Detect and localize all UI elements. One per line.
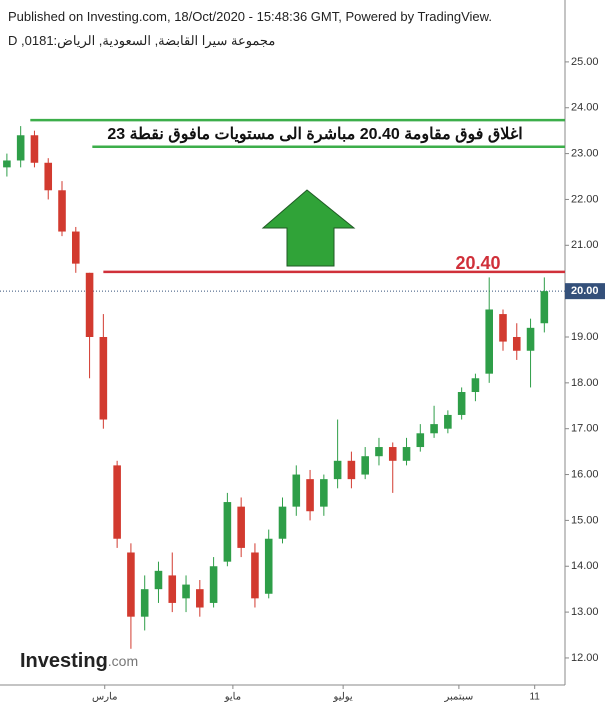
- candle-body: [320, 479, 328, 507]
- candle-body: [499, 314, 507, 342]
- y-tick-label: 23.00: [571, 148, 599, 160]
- candle-body: [416, 433, 425, 448]
- candle-body: [347, 460, 356, 480]
- candle-body: [251, 552, 259, 599]
- y-tick-label: 22.00: [571, 193, 599, 205]
- candle-body: [457, 392, 466, 415]
- candle-body: [58, 190, 66, 232]
- candle-body: [375, 447, 383, 457]
- candle-body: [444, 414, 452, 429]
- y-tick-label: 17.00: [571, 423, 599, 435]
- candle-body: [16, 135, 25, 161]
- y-tick-label: 12.00: [571, 652, 599, 664]
- last-price-label: 20.00: [571, 285, 599, 297]
- candle-body: [237, 506, 245, 548]
- candle-body: [388, 447, 397, 461]
- annotation: اغلاق فوق مقاومة 20.40 مباشرة الى مستويا…: [107, 126, 522, 144]
- logo: Investing.com: [20, 650, 138, 672]
- candle-body: [264, 538, 273, 594]
- candle-body: [306, 479, 314, 512]
- logo-suffix: .com: [108, 653, 138, 669]
- y-tick-label: 16.00: [571, 468, 599, 480]
- candle-body: [540, 291, 549, 324]
- candle-body: [485, 309, 493, 374]
- y-tick-label: 25.00: [571, 56, 599, 68]
- y-tick-label: 18.00: [571, 377, 599, 389]
- x-tick-label: يوليو: [333, 692, 353, 703]
- y-tick-label: 24.00: [571, 102, 599, 114]
- candle-body: [361, 456, 369, 475]
- up-arrow: [261, 189, 356, 267]
- candle-body: [402, 447, 411, 461]
- candle-body: [30, 135, 39, 163]
- candle-body: [512, 336, 521, 351]
- y-tick-label: 15.00: [571, 514, 599, 526]
- candle-body: [196, 589, 204, 608]
- last-price-tag: [565, 283, 605, 300]
- candle-body: [168, 575, 177, 603]
- candle-body: [113, 465, 121, 539]
- candle-body: [209, 566, 218, 603]
- candle-body: [99, 336, 108, 420]
- candle-body: [154, 570, 163, 590]
- candle-body: [127, 552, 135, 617]
- candle-body: [85, 272, 94, 337]
- x-tick-label: مايو: [224, 692, 241, 703]
- candle-body: [471, 378, 480, 393]
- y-tick-label: 14.00: [571, 560, 599, 572]
- y-tick-label: 13.00: [571, 606, 599, 618]
- y-tick-label: 21.00: [571, 239, 599, 251]
- candle-body: [278, 506, 287, 539]
- y-tick-label: 19.00: [571, 331, 599, 343]
- candle-body: [140, 589, 149, 617]
- candle-body: [333, 460, 342, 480]
- candle-body: [223, 502, 232, 562]
- candle-body: [430, 424, 438, 434]
- symbol: مجموعة سيرا القابضة, السعودية, الرياض:01…: [8, 33, 276, 48]
- x-tick-label: سبتمبر: [444, 692, 474, 703]
- candle-body: [72, 231, 80, 264]
- candle-body: [44, 162, 53, 191]
- candle-body: [182, 584, 190, 599]
- logo-main: Investing: [20, 650, 108, 672]
- x-tick-label: مارس: [92, 692, 117, 703]
- published: Published on Investing.com, 18/Oct/2020 …: [8, 9, 492, 24]
- candle-body: [3, 160, 11, 168]
- candle-body: [526, 327, 535, 351]
- level-label: 20.40: [455, 253, 500, 273]
- candle-body: [292, 474, 301, 507]
- x-tick-label: 11: [529, 692, 540, 703]
